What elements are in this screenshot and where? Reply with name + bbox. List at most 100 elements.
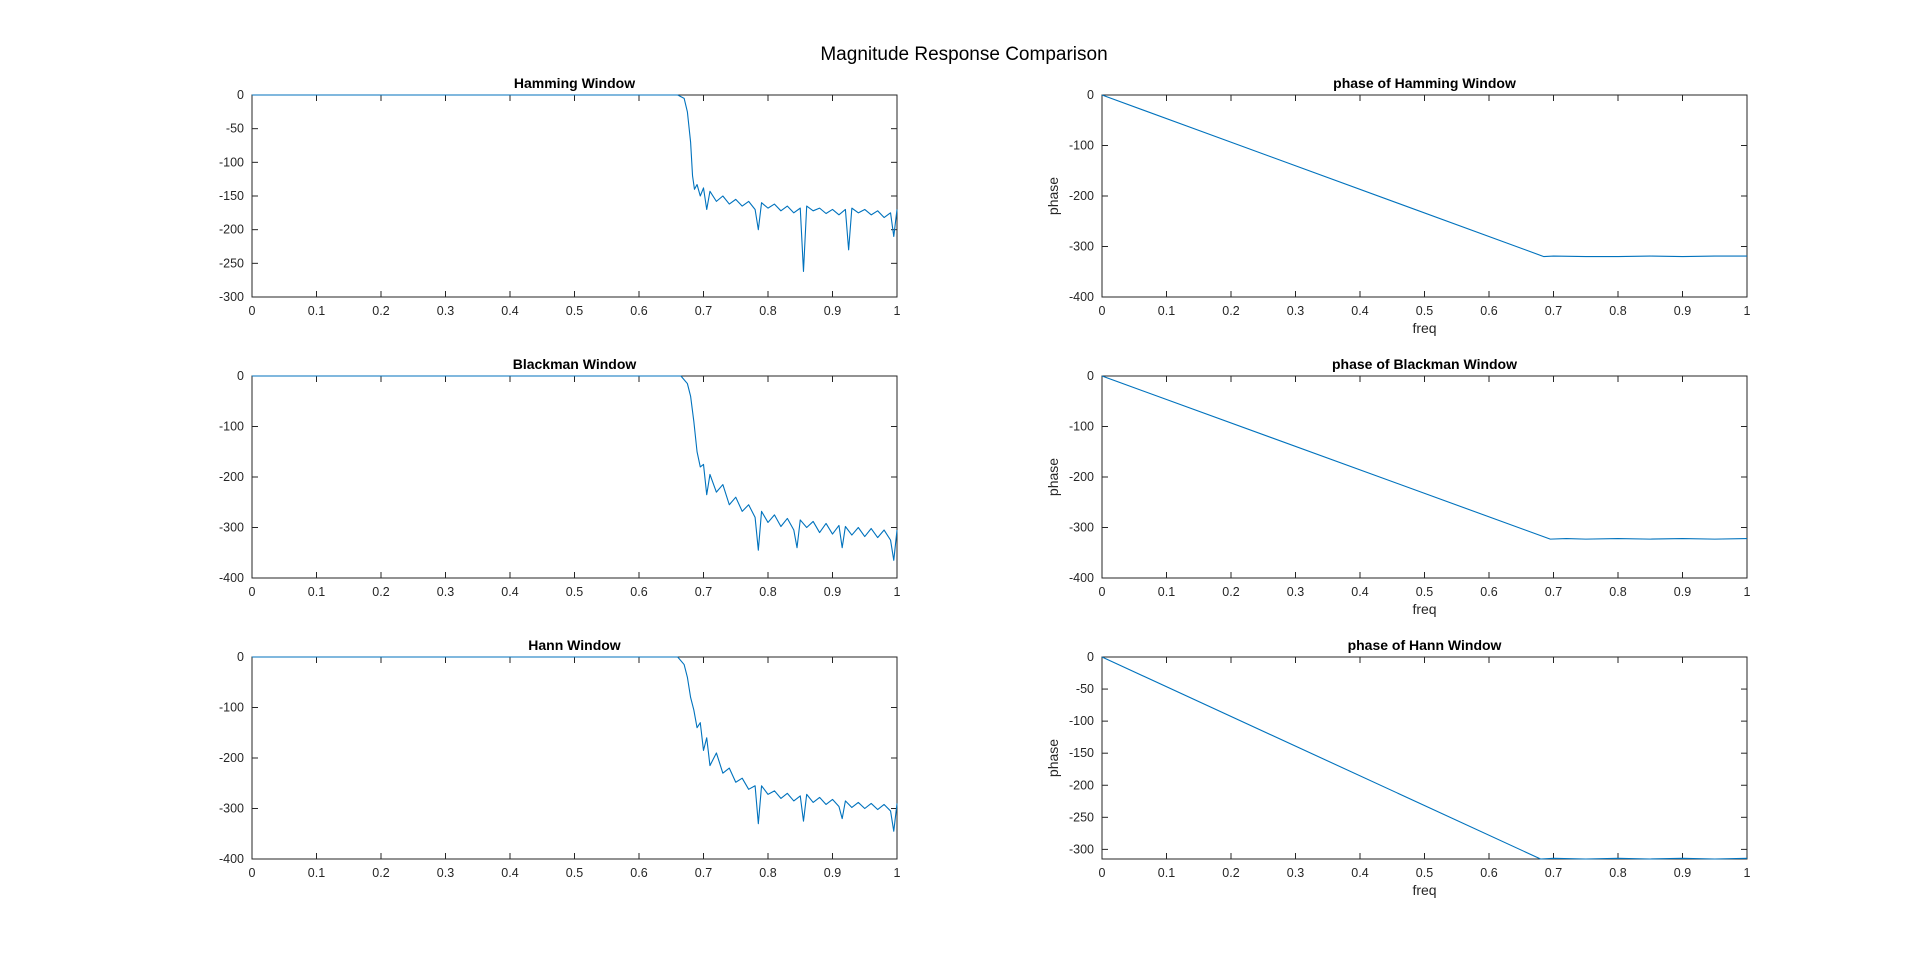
x-tick-label: 0.4: [501, 304, 518, 318]
y-tick-label: -150: [219, 189, 244, 203]
plot-title: phase of Hamming Window: [1333, 75, 1516, 91]
x-tick-label: 0.4: [1351, 585, 1368, 599]
y-tick-label: -200: [219, 470, 244, 484]
series-line-1: [1101, 656, 1748, 860]
y-tick-label: -300: [1069, 842, 1094, 856]
x-tick-label: 0.2: [1222, 304, 1239, 318]
y-axis-label: phase: [1045, 177, 1061, 215]
x-tick-label: 0.1: [308, 304, 325, 318]
x-tick-label: 0.2: [372, 866, 389, 880]
y-tick-label: -150: [1069, 746, 1094, 760]
y-tick-label: -100: [1069, 714, 1094, 728]
series-line-1: [252, 656, 898, 832]
y-tick-label: -400: [1069, 290, 1094, 304]
x-tick-label: 0.6: [1480, 585, 1497, 599]
x-tick-label: 0.2: [1222, 585, 1239, 599]
x-tick-label: 0.2: [372, 304, 389, 318]
x-tick-label: 0.4: [501, 585, 518, 599]
x-tick-label: 0.8: [1609, 866, 1626, 880]
x-tick-label: 0.8: [759, 304, 776, 318]
y-tick-label: -100: [219, 701, 244, 715]
y-tick-label: -300: [219, 802, 244, 816]
x-tick-label: 0.7: [1545, 866, 1562, 880]
x-tick-label: 0.4: [501, 866, 518, 880]
y-tick-label: -200: [1069, 470, 1094, 484]
x-tick-label: 0.3: [1287, 585, 1304, 599]
y-tick-label: 0: [237, 369, 244, 383]
x-tick-label: 0: [249, 585, 256, 599]
x-tick-label: 1: [1744, 866, 1751, 880]
y-tick-label: -50: [226, 122, 244, 136]
x-tick-label: 0.3: [437, 304, 454, 318]
x-tick-label: 1: [1744, 304, 1751, 318]
y-axis-label: phase: [1045, 739, 1061, 777]
x-tick-label: 0.3: [1287, 866, 1304, 880]
series-line-1: [1101, 94, 1747, 258]
x-tick-label: 0.2: [1222, 866, 1239, 880]
x-tick-label: 0: [249, 304, 256, 318]
y-tick-label: -100: [1069, 139, 1094, 153]
x-tick-label: 0: [249, 866, 256, 880]
y-tick-label: -200: [219, 223, 244, 237]
y-tick-label: -200: [1069, 778, 1094, 792]
x-tick-label: 0.6: [630, 304, 647, 318]
x-tick-label: 0.7: [695, 585, 712, 599]
y-tick-label: -250: [219, 256, 244, 270]
plot-title: Blackman Window: [513, 356, 637, 372]
x-tick-label: 0.7: [1545, 304, 1562, 318]
x-tick-label: 0: [1099, 304, 1106, 318]
y-tick-label: -100: [1069, 420, 1094, 434]
series-line-1: [1101, 375, 1748, 540]
plot-area: [1101, 656, 1748, 860]
subplot-6: 0 0.1 0.2 0.3 0.4 0.5 0.6 0.7 0.8 0.9 1 0 -50 -100 -15…: [1045, 637, 1751, 898]
x-tick-label: 0.9: [824, 304, 841, 318]
y-tick-label: 0: [237, 650, 244, 664]
plot-area: [1101, 375, 1748, 579]
x-tick-label: 0.4: [1351, 866, 1368, 880]
y-tick-label: 0: [237, 88, 244, 102]
x-tick-label: 0.9: [824, 585, 841, 599]
y-axis-label: phase: [1045, 458, 1061, 496]
subplot-4: 0 0.1 0.2 0.3 0.4 0.5 0.6 0.7 0.8 0.9 1 0 -100 -200 -3…: [1045, 356, 1751, 617]
figure-title: Magnitude Response Comparison: [820, 44, 1107, 65]
y-tick-label: 0: [1087, 650, 1094, 664]
x-tick-label: 0.3: [437, 585, 454, 599]
x-tick-label: 0.1: [308, 866, 325, 880]
subplot-3: 0 0.1 0.2 0.3 0.4 0.5 0.6 0.7 0.8 0.9 1 0 -100 -200 -3…: [219, 356, 901, 599]
y-tick-label: -400: [219, 571, 244, 585]
series-line-1: [252, 375, 898, 561]
y-tick-label: 0: [1087, 88, 1094, 102]
subplot-2: 0 0.1 0.2 0.3 0.4 0.5 0.6 0.7 0.8 0.9 1 0 -100 -200 -3…: [1045, 75, 1751, 336]
subplot-5: 0 0.1 0.2 0.3 0.4 0.5 0.6 0.7 0.8 0.9 1 0 -100 -200 -3…: [219, 637, 901, 880]
x-axis-label: freq: [1412, 320, 1436, 336]
subplot-grid: 0 0.1 0.2 0.3 0.4 0.5 0.6 0.7 0.8 0.9 1 0 -50 -100 -15…: [219, 75, 1751, 898]
x-tick-label: 0.7: [695, 866, 712, 880]
x-tick-label: 1: [1744, 585, 1751, 599]
y-tick-label: -250: [1069, 810, 1094, 824]
y-tick-label: -300: [1069, 240, 1094, 254]
x-axis-label: freq: [1412, 882, 1436, 898]
x-tick-label: 0.8: [1609, 304, 1626, 318]
x-tick-label: 0.6: [1480, 304, 1497, 318]
x-tick-label: 0.9: [824, 866, 841, 880]
y-tick-label: -300: [1069, 521, 1094, 535]
y-tick-label: -300: [219, 290, 244, 304]
x-tick-label: 1: [894, 585, 901, 599]
x-tick-label: 0.5: [1416, 866, 1433, 880]
x-tick-label: 0: [1099, 866, 1106, 880]
x-tick-label: 0.5: [566, 304, 583, 318]
subplot-1: 0 0.1 0.2 0.3 0.4 0.5 0.6 0.7 0.8 0.9 1 0 -50 -100 -15…: [219, 75, 901, 318]
x-tick-label: 0.7: [1545, 585, 1562, 599]
x-tick-label: 0.1: [1158, 304, 1175, 318]
x-tick-label: 0.4: [1351, 304, 1368, 318]
plot-title: phase of Hann Window: [1348, 637, 1502, 653]
x-tick-label: 0.8: [759, 866, 776, 880]
y-tick-label: -300: [219, 521, 244, 535]
x-tick-label: 0.3: [1287, 304, 1304, 318]
plot-area: [251, 375, 898, 579]
y-tick-label: -50: [1076, 682, 1094, 696]
plot-title: Hamming Window: [514, 75, 635, 91]
plot-area: [1101, 94, 1748, 298]
plot-title: Hann Window: [528, 637, 621, 653]
